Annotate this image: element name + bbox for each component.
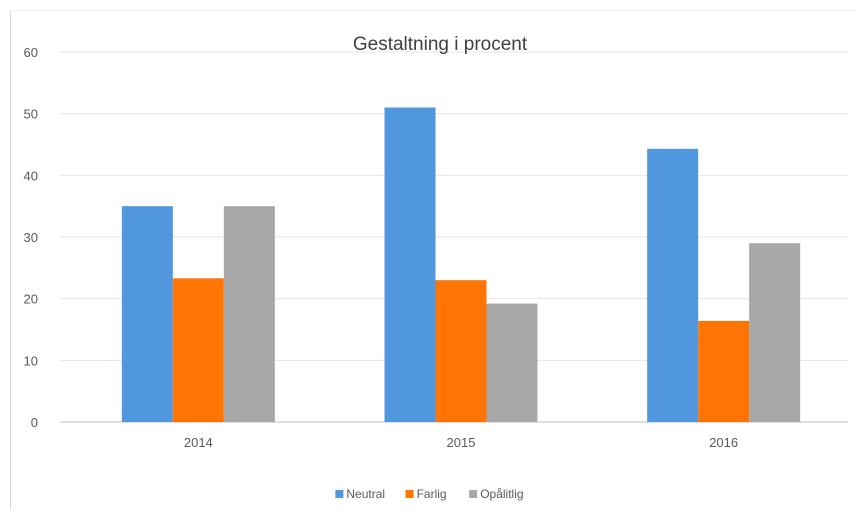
bar-op-litlig-2016 (749, 243, 801, 422)
legend-swatch-farlig (405, 490, 414, 498)
y-tick-label: 20 (24, 292, 38, 307)
legend-swatch-neutral (335, 490, 344, 498)
legend-swatch-op-litlig (469, 490, 478, 498)
bar-neutral-2016 (647, 148, 699, 423)
legend-label-neutral: Neutral (346, 487, 385, 501)
y-tick-label: 50 (24, 107, 38, 122)
legend: Neutral Farlig Opålitlig (335, 487, 524, 501)
legend-label-op-litlig: Opålitlig (480, 487, 523, 501)
bar-neutral-2014 (121, 206, 173, 422)
x-tick-label: 2014 (184, 435, 213, 450)
chart-frame (10, 10, 856, 510)
x-axis-ticks: 2014 2015 2016 (184, 435, 738, 450)
chart-title: Gestaltning i procent (353, 34, 528, 55)
x-tick-label: 2016 (709, 435, 738, 450)
bars (121, 107, 801, 423)
bar-op-litlig-2015 (486, 303, 538, 422)
y-tick-label: 30 (24, 230, 38, 245)
y-tick-label: 0 (31, 415, 38, 430)
bar-op-litlig-2014 (223, 206, 275, 422)
legend-label-farlig: Farlig (417, 487, 447, 501)
bar-farlig-2016 (698, 320, 750, 422)
y-axis-ticks: 0 10 20 30 40 50 60 (24, 45, 38, 430)
y-tick-label: 60 (24, 45, 38, 60)
y-tick-label: 40 (24, 168, 38, 183)
y-tick-label: 10 (24, 353, 38, 368)
bar-neutral-2015 (384, 107, 436, 422)
bar-farlig-2015 (435, 280, 487, 422)
bar-farlig-2014 (172, 278, 224, 422)
x-tick-label: 2015 (447, 435, 476, 450)
